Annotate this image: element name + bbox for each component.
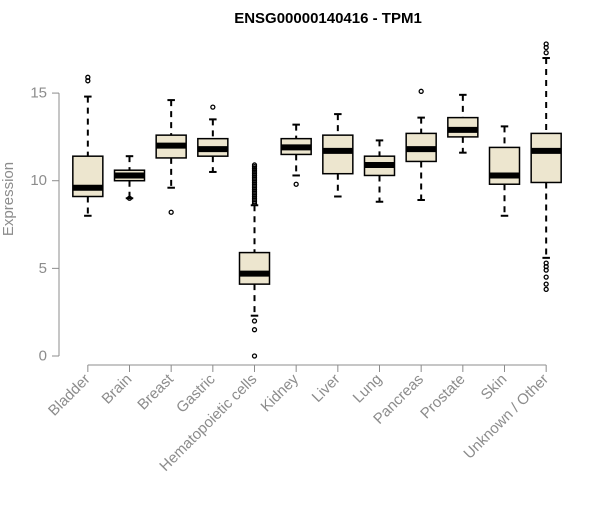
- y-tick-label: 10: [30, 172, 47, 189]
- outlier-point: [126, 195, 133, 201]
- y-axis-label: Expression: [0, 162, 17, 236]
- y-tick-label: 0: [39, 348, 47, 365]
- x-tick-label: Skin: [478, 371, 511, 404]
- y-tick-label: 5: [39, 260, 47, 277]
- box-1: [72, 74, 104, 217]
- outlier-point: [251, 162, 258, 168]
- box-iqr: [238, 251, 271, 285]
- box-iqr: [322, 134, 354, 175]
- outlier-point: [543, 281, 549, 287]
- outlier-point: [418, 88, 424, 94]
- outlier-point: [251, 164, 258, 170]
- chart-title: ENSG00000140416 - TPM1: [234, 10, 422, 27]
- outlier-point: [293, 181, 299, 187]
- y-tick-label: 15: [30, 85, 47, 102]
- box-iqr: [530, 132, 562, 184]
- outlier-point: [543, 274, 549, 280]
- outlier-point: [251, 318, 258, 324]
- outlier-point: [543, 260, 549, 266]
- box-8: [363, 139, 396, 203]
- box-6: [280, 123, 312, 187]
- x-tick-label: Brain: [99, 371, 136, 408]
- box-2: [113, 155, 146, 201]
- outlier-point: [543, 286, 549, 293]
- outlier-point: [85, 74, 91, 80]
- boxes-group: [72, 41, 562, 359]
- outlier-point: [210, 104, 216, 110]
- box-10: [447, 93, 479, 154]
- box-11: [488, 125, 521, 217]
- x-tick-label: Breast: [134, 370, 177, 413]
- box-5: [238, 162, 271, 359]
- box-4: [197, 104, 229, 173]
- outlier-point: [543, 50, 549, 56]
- x-tick-label: Kidney: [258, 370, 303, 415]
- x-tick-label: Bladder: [45, 371, 94, 420]
- outlier-point: [251, 327, 258, 333]
- outlier-point: [543, 41, 549, 47]
- x-tick-label: Prostate: [417, 371, 469, 423]
- x-tick-label: Liver: [309, 371, 344, 406]
- outlier-point: [168, 209, 174, 215]
- box-9: [405, 88, 437, 201]
- y-axis: 0 5 10 15: [30, 85, 60, 365]
- box-3: [155, 99, 187, 215]
- box-iqr: [488, 146, 521, 185]
- box-7: [322, 113, 354, 198]
- outlier-point: [251, 353, 258, 359]
- box-12: [530, 41, 562, 293]
- x-tick-label: Lung: [350, 371, 386, 407]
